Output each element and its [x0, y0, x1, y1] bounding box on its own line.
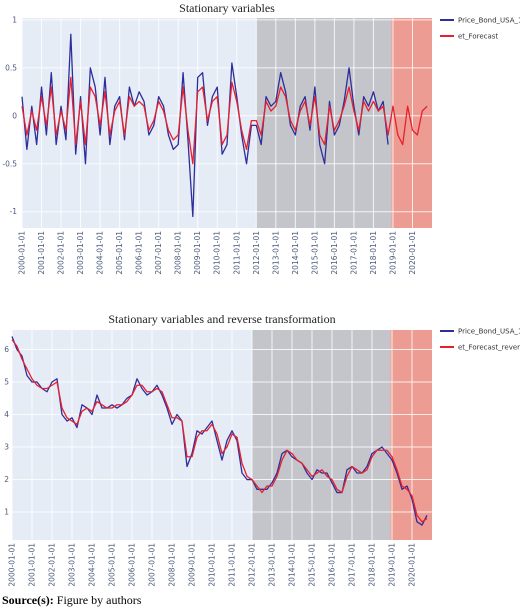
- caption: Source(s): Figure by authors: [2, 593, 142, 607]
- y-tick-label: 6: [4, 345, 9, 354]
- x-tick-label: 2005-01-01: [108, 543, 117, 587]
- x-tick-label: 2011-01-01: [228, 543, 237, 587]
- x-tick-label: 2011-01-01: [232, 231, 241, 275]
- y-tick-label: 0: [12, 111, 17, 120]
- x-tick-label: 2005-01-01: [115, 231, 124, 275]
- series-line: [11, 339, 428, 523]
- x-tick-label: 2004-01-01: [96, 231, 105, 275]
- x-tick-label: 2003-01-01: [76, 231, 85, 275]
- y-tick-label: 1: [12, 15, 17, 24]
- x-tick-label: 2009-01-01: [188, 543, 197, 587]
- y-tick-label: -1: [10, 207, 18, 216]
- x-tick-label: 2000-01-01: [8, 543, 17, 587]
- caption-label: Source(s):: [2, 593, 54, 607]
- x-tick-label: 2013-01-01: [271, 231, 280, 275]
- x-tick-label: 2017-01-01: [348, 543, 357, 587]
- x-tick-label: 2015-01-01: [310, 231, 319, 275]
- shaded-region: [390, 330, 432, 540]
- y-tick-label: 2: [4, 475, 9, 484]
- x-tick-label: 2012-01-01: [252, 231, 261, 275]
- caption-text: Figure by authors: [57, 593, 142, 607]
- y-tick-label: 5: [4, 378, 9, 387]
- x-tick-label: 2002-01-01: [48, 543, 57, 587]
- x-tick-label: 2013-01-01: [268, 543, 277, 587]
- x-tick-label: 2016-01-01: [328, 543, 337, 587]
- y-tick-label: -0.5: [2, 159, 17, 168]
- x-tick-label: 2008-01-01: [168, 543, 177, 587]
- x-tick-label: 2015-01-01: [308, 543, 317, 587]
- y-tick-label: 1: [4, 508, 9, 517]
- series-line: [11, 336, 428, 526]
- y-tick-label: 0.5: [5, 63, 17, 72]
- x-tick-label: 2019-01-01: [388, 543, 397, 587]
- x-tick-label: 2007-01-01: [154, 231, 163, 275]
- x-tick-label: 2019-01-01: [388, 231, 397, 275]
- x-tick-label: 2020-01-01: [408, 543, 417, 587]
- series-line: [21, 76, 428, 165]
- legend-label: et_Forecast_reverse_trans: [458, 344, 520, 352]
- x-tick-label: 2004-01-01: [88, 543, 97, 587]
- x-tick-label: 2009-01-01: [193, 231, 202, 275]
- chart-title: Stationary variables and reverse transfo…: [108, 312, 335, 326]
- x-tick-label: 2014-01-01: [291, 231, 300, 275]
- x-tick-label: 2006-01-01: [135, 231, 144, 275]
- x-tick-label: 2003-01-01: [68, 543, 77, 587]
- legend-label: et_Forecast: [458, 33, 498, 41]
- x-tick-label: 2001-01-01: [28, 543, 37, 587]
- x-tick-label: 2010-01-01: [208, 543, 217, 587]
- x-tick-label: 2002-01-01: [57, 231, 66, 275]
- legend-label: Price_Bond_USA_10Y_OG: [458, 328, 520, 336]
- x-tick-label: 2018-01-01: [368, 543, 377, 587]
- series-line: [21, 33, 389, 218]
- x-tick-label: 2020-01-01: [408, 231, 417, 275]
- x-tick-label: 2016-01-01: [330, 231, 339, 275]
- legend-label: Price_Bond_USA_10Y: [458, 17, 520, 25]
- shaded-region: [256, 18, 392, 228]
- x-tick-label: 2007-01-01: [148, 543, 157, 587]
- y-tick-label: 4: [4, 410, 9, 419]
- x-tick-label: 2008-01-01: [174, 231, 183, 275]
- x-tick-label: 2010-01-01: [213, 231, 222, 275]
- chart-title: Stationary variables: [179, 1, 275, 15]
- y-tick-label: 3: [4, 443, 9, 452]
- x-tick-label: 2000-01-01: [18, 231, 27, 275]
- x-tick-label: 2017-01-01: [349, 231, 358, 275]
- shaded-region: [252, 330, 391, 540]
- x-tick-label: 2006-01-01: [128, 543, 137, 587]
- x-tick-label: 2018-01-01: [369, 231, 378, 275]
- x-tick-label: 2001-01-01: [37, 231, 46, 275]
- x-tick-label: 2012-01-01: [248, 543, 257, 587]
- x-tick-label: 2014-01-01: [288, 543, 297, 587]
